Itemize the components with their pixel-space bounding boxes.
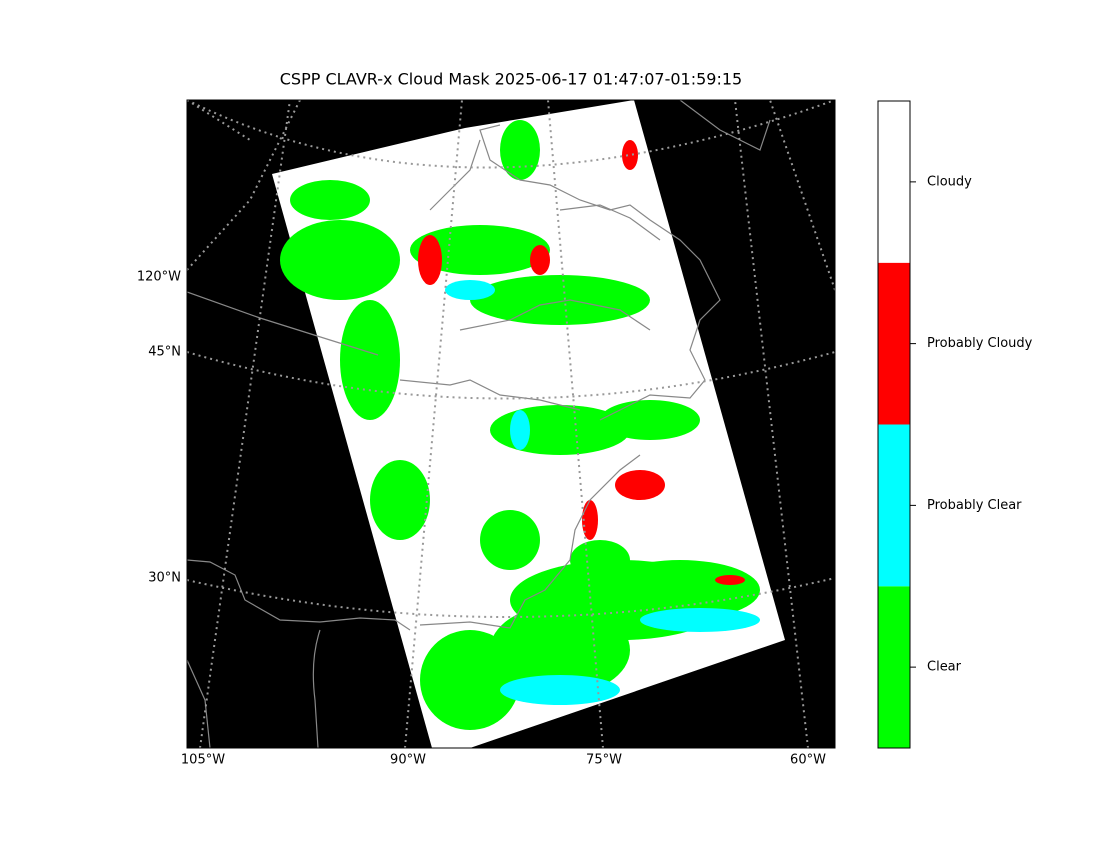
cloud-patch — [582, 500, 598, 540]
graticule — [187, 100, 835, 748]
colorbar: Clear Probably Clear Probably Cloudy Cloudy — [877, 100, 1033, 749]
colorbar-label: Clear — [927, 660, 962, 675]
colorbar-label: Cloudy — [927, 174, 972, 189]
cloud-patch — [470, 275, 650, 325]
lon-label: 90°W — [390, 753, 426, 768]
cloud-patch — [615, 470, 665, 500]
colorbar-frame — [877, 100, 911, 749]
cloud-patch — [500, 120, 540, 180]
colorbar-segment — [878, 586, 910, 748]
lat-label: 45°N — [148, 345, 181, 360]
cloud-patch — [570, 540, 630, 580]
cloud-patch — [490, 605, 630, 695]
cloud-patch — [290, 180, 370, 220]
colorbar-segment — [878, 424, 910, 587]
lat-label: 30°N — [148, 571, 181, 586]
colorbar-label: Probably Clear — [927, 498, 1022, 513]
lon-labels: 105°W 90°W 75°W 60°W — [181, 753, 826, 768]
lat-labels: 120°W 45°N 30°N — [137, 270, 181, 586]
cloud-patch — [410, 225, 550, 275]
coastline — [187, 100, 771, 748]
cloud-patch — [600, 560, 760, 620]
cloud-patch — [510, 410, 530, 450]
map-frame — [186, 99, 836, 749]
cloud-patch — [640, 608, 760, 632]
swath — [272, 100, 785, 748]
cloud-patch — [480, 510, 540, 570]
cloud-patch — [370, 460, 430, 540]
title: CSPP CLAVR-x Cloud Mask 2025-06-17 01:47… — [280, 70, 742, 89]
cloud-patch — [280, 220, 400, 300]
lat-label: 120°W — [137, 270, 181, 285]
cloud-patch — [715, 575, 745, 585]
cloud-patch — [500, 675, 620, 705]
colorbar-label: Probably Cloudy — [927, 336, 1033, 351]
cloud-patch — [418, 235, 442, 285]
cloud-patch — [530, 245, 550, 275]
lon-label: 60°W — [790, 753, 826, 768]
lon-label: 105°W — [181, 753, 225, 768]
cloud-patch — [622, 140, 638, 170]
colorbar-segment — [878, 101, 910, 263]
lon-label: 75°W — [586, 753, 622, 768]
cloud-patch — [600, 400, 700, 440]
map-lines — [187, 100, 835, 748]
colorbar-segment — [878, 262, 910, 425]
cloud-patch — [340, 300, 400, 420]
cloud-patch — [445, 280, 495, 300]
